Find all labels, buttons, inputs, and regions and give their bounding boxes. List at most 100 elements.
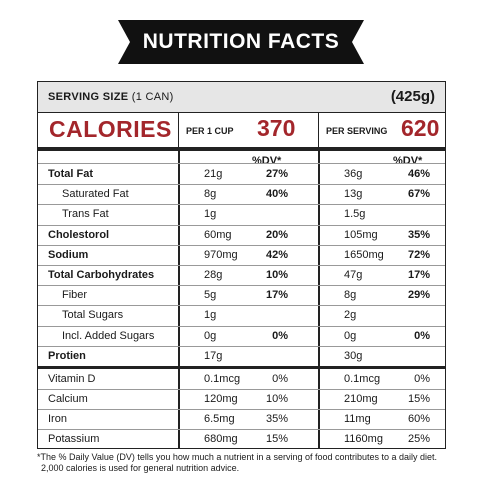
cup-daily-value: 27% (265, 168, 288, 180)
serving-amount: 105mg (344, 228, 378, 241)
serving-amount: 1.5g (344, 208, 366, 221)
serving-daily-value: 15% (407, 393, 430, 405)
nutrient-name: Saturated Fat (62, 188, 129, 201)
serving-amount: 1160mg (344, 433, 383, 445)
serving-daily-value: 67% (407, 188, 430, 201)
serving-amount: 0g (344, 329, 357, 342)
row-divider (38, 389, 445, 390)
nutrient-row: Sodium 970mg 42% 1650mg 72% (38, 245, 445, 265)
cup-daily-value: 10% (265, 269, 288, 281)
footnote: *The % Daily Value (DV) tells you how mu… (37, 452, 467, 474)
nutrient-name: Cholestorol (48, 228, 110, 241)
serving-daily-value: 25% (407, 433, 430, 445)
vitamin-name: Iron (48, 413, 67, 425)
footnote-line-1: *The % Daily Value (DV) tells you how mu… (37, 452, 438, 462)
serving-amount: 2g (344, 309, 357, 322)
nutrient-name: Fiber (62, 289, 88, 302)
cup-amount: 60mg (204, 228, 232, 241)
vitamin-row: Potassium 680mg 15% 1160mg 25% (38, 429, 445, 449)
serving-amount: 47g (344, 269, 363, 281)
serving-daily-value: 29% (407, 289, 430, 302)
vitamin-row: Vitamin D 0.1mcg 0% 0.1mcg 0% (38, 369, 445, 389)
serving-amount: 13g (344, 188, 363, 201)
vitamin-name: Potassium (48, 433, 100, 445)
calories-title: CALORIES (49, 116, 172, 142)
nutrient-row: Fiber 5g 17% 8g 29% (38, 285, 445, 305)
nutrient-row: Total Carbohydrates 28g 10% 47g 17% (38, 265, 445, 285)
cup-amount: 21g (204, 168, 223, 180)
nutrient-name: Incl. Added Sugars (62, 329, 155, 342)
serving-daily-value: 17% (407, 269, 430, 281)
serving-amount: 0.1mcg (344, 373, 381, 385)
vitamin-name: Vitamin D (48, 373, 96, 385)
vitamin-name: Calcium (48, 393, 88, 405)
cup-daily-value: 42% (265, 248, 288, 261)
calories-per-serving: PER SERVING 620 (318, 113, 445, 147)
per-serving-label: PER SERVING (326, 126, 388, 136)
nutrient-row: Total Sugars 1g 2g (38, 305, 445, 325)
cup-daily-value: 35% (265, 413, 288, 425)
row-divider (38, 305, 445, 307)
row-divider (38, 204, 445, 206)
nutrient-name: Sodium (48, 248, 89, 261)
cup-daily-value: 17% (265, 289, 288, 302)
row-divider (38, 285, 445, 287)
row-divider (38, 184, 445, 186)
nutrient-row: Saturated Fat 8g 40% 13g 67% (38, 184, 445, 204)
vitamin-row: Iron 6.5mg 35% 11mg 60% (38, 409, 445, 429)
cup-daily-value: 10% (265, 393, 288, 405)
nutrient-name: Total Fat (48, 168, 94, 180)
section-divider (38, 366, 445, 369)
cup-amount: 970mg (204, 248, 238, 261)
row-divider (38, 224, 445, 226)
per-cup-calories: 370 (257, 115, 296, 141)
dv-header-row: %DV* %DV* (38, 151, 445, 167)
serving-daily-value: 0% (414, 329, 430, 342)
title-banner: NUTRITION FACTS (118, 20, 364, 64)
serving-daily-value: 0% (414, 373, 430, 385)
cup-daily-value: 0% (272, 373, 288, 385)
row-divider (38, 325, 445, 327)
cup-daily-value: 40% (265, 188, 288, 201)
footnote-line-2: 2,000 calories is used for general nutri… (41, 463, 240, 473)
nutrient-name: Trans Fat (62, 208, 109, 221)
row-divider (38, 429, 445, 430)
cup-amount: 5g (204, 289, 217, 302)
calories-row: CALORIES PER 1 CUP 370 PER SERVING 620 (38, 113, 445, 151)
cup-amount: 120mg (204, 393, 238, 405)
cup-amount: 0.1mcg (204, 373, 241, 385)
serving-daily-value: 35% (407, 228, 430, 241)
vitamin-row: Calcium 120mg 10% 210mg 15% (38, 389, 445, 409)
banner-title: NUTRITION FACTS (142, 30, 340, 53)
cup-daily-value: 15% (265, 433, 288, 445)
per-serving-calories: 620 (401, 115, 440, 141)
cup-amount: 1g (204, 309, 217, 322)
cup-daily-value: 20% (265, 228, 288, 241)
row-divider (38, 244, 445, 246)
serving-size-row: SERVING SIZE (1 CAN) (425g) (38, 82, 445, 113)
cup-amount: 6.5mg (204, 413, 235, 425)
cup-amount: 28g (204, 269, 223, 281)
cup-amount: 17g (204, 349, 223, 362)
serving-size-label: SERVING SIZE (1 CAN) (48, 91, 174, 103)
serving-amount: 30g (344, 349, 363, 362)
nutrient-name: Total Sugars (62, 309, 124, 322)
serving-daily-value: 46% (407, 168, 430, 180)
cup-amount: 0g (204, 329, 217, 342)
dv-header-cup: %DV* (252, 155, 282, 167)
nutrient-name: Total Carbohydrates (48, 269, 155, 281)
nutrient-row: Protien 17g 30g (38, 346, 445, 366)
row-divider (38, 409, 445, 410)
row-divider (38, 345, 445, 347)
nutrient-row: Trans Fat 1g 1.5g (38, 204, 445, 224)
serving-size-grams: (425g) (390, 88, 435, 105)
serving-amount: 8g (344, 289, 357, 302)
nutrient-row: Cholestorol 60mg 20% 105mg 35% (38, 225, 445, 245)
row-divider (38, 265, 445, 266)
column-divider-serving (318, 151, 320, 448)
nutrient-name: Protien (48, 349, 86, 362)
column-divider-cup (178, 151, 180, 448)
nutrition-panel: SERVING SIZE (1 CAN) (425g) CALORIES PER… (37, 81, 446, 449)
calories-per-cup: PER 1 CUP 370 (178, 113, 318, 147)
serving-amount: 210mg (344, 393, 378, 405)
